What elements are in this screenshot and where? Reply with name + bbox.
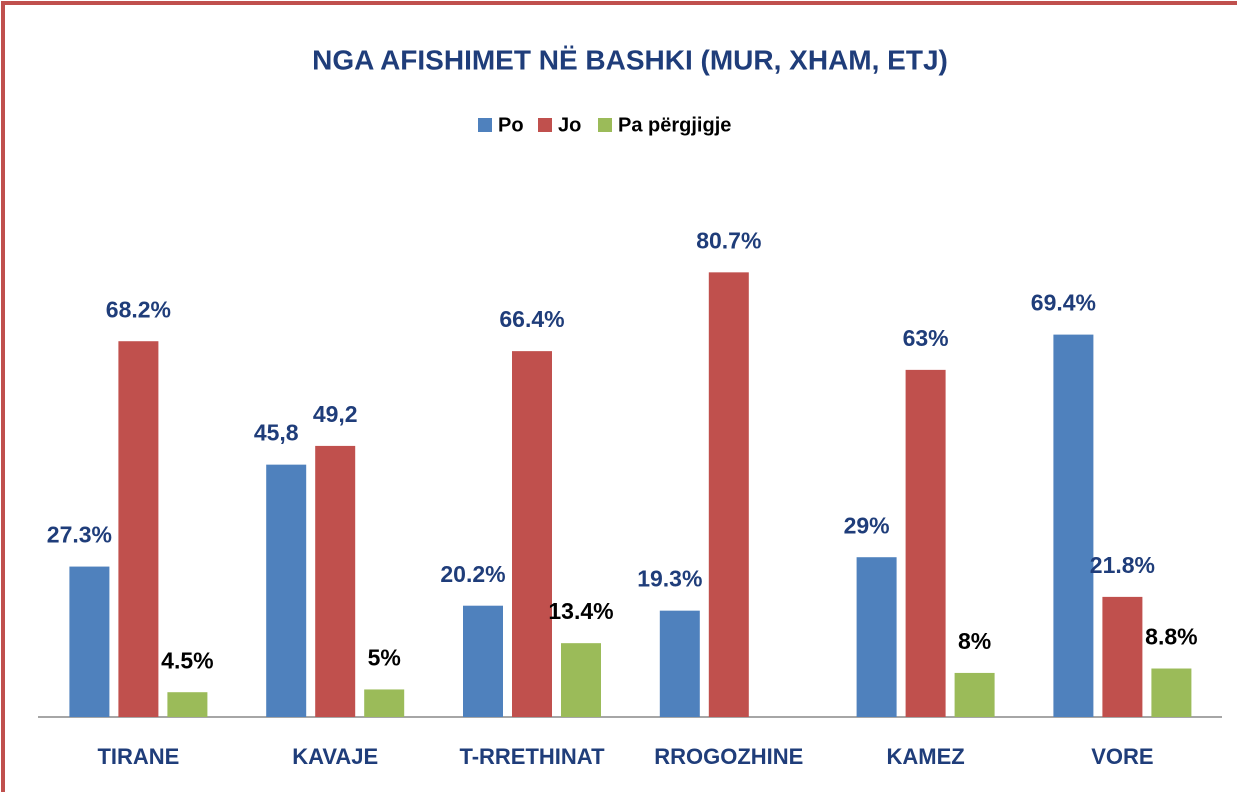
- bar: [364, 689, 405, 717]
- data-label: 66.4%: [499, 306, 564, 332]
- legend-swatch: [538, 118, 552, 132]
- data-label: 13.4%: [548, 598, 613, 624]
- bar: [659, 610, 700, 717]
- x-tick-label: VORE: [1091, 744, 1153, 769]
- bar: [905, 369, 946, 717]
- x-tick-label: KAMEZ: [886, 744, 964, 769]
- chart-title: NGA AFISHIMET NË BASHKI (MUR, XHAM, ETJ): [312, 44, 948, 75]
- data-label: 68.2%: [106, 296, 171, 322]
- bar: [561, 643, 601, 717]
- data-label: 27.3%: [47, 522, 112, 548]
- data-label: 80.7%: [696, 227, 761, 253]
- bar: [1053, 334, 1094, 717]
- bar: [118, 341, 159, 717]
- data-label: 21.8%: [1090, 552, 1155, 578]
- data-label: 45,8: [254, 420, 299, 446]
- bar: [512, 351, 552, 717]
- bar: [167, 692, 208, 717]
- data-label: 63%: [903, 325, 949, 351]
- data-label: 29%: [844, 512, 890, 538]
- data-label: 69.4%: [1031, 290, 1096, 316]
- x-tick-label: T-RRETHINAT: [459, 744, 605, 769]
- bar: [1102, 596, 1143, 717]
- legend-label: Jo: [558, 114, 581, 136]
- legend-label: Po: [498, 114, 524, 136]
- data-label: 4.5%: [161, 647, 213, 673]
- data-label: 5%: [368, 645, 401, 671]
- legend-label: Pa përgjigje: [618, 114, 731, 136]
- bar: [266, 464, 307, 717]
- x-tick-label: KAVAJE: [292, 744, 378, 769]
- data-label: 20.2%: [440, 561, 505, 587]
- bar: [69, 566, 110, 717]
- legend-swatch: [478, 118, 492, 132]
- bar: [708, 272, 749, 717]
- data-label: 19.3%: [637, 566, 702, 592]
- bar: [315, 445, 356, 717]
- bar: [954, 672, 995, 717]
- x-tick-label: RROGOZHINE: [654, 744, 803, 769]
- data-label: 49,2: [313, 401, 358, 427]
- data-label: 8%: [958, 628, 991, 654]
- x-tick-label: TIRANE: [97, 744, 179, 769]
- bar: [463, 605, 503, 717]
- bar: [856, 557, 897, 717]
- data-label: 8.8%: [1145, 624, 1197, 650]
- bar: [1151, 668, 1192, 717]
- legend-swatch: [598, 118, 612, 132]
